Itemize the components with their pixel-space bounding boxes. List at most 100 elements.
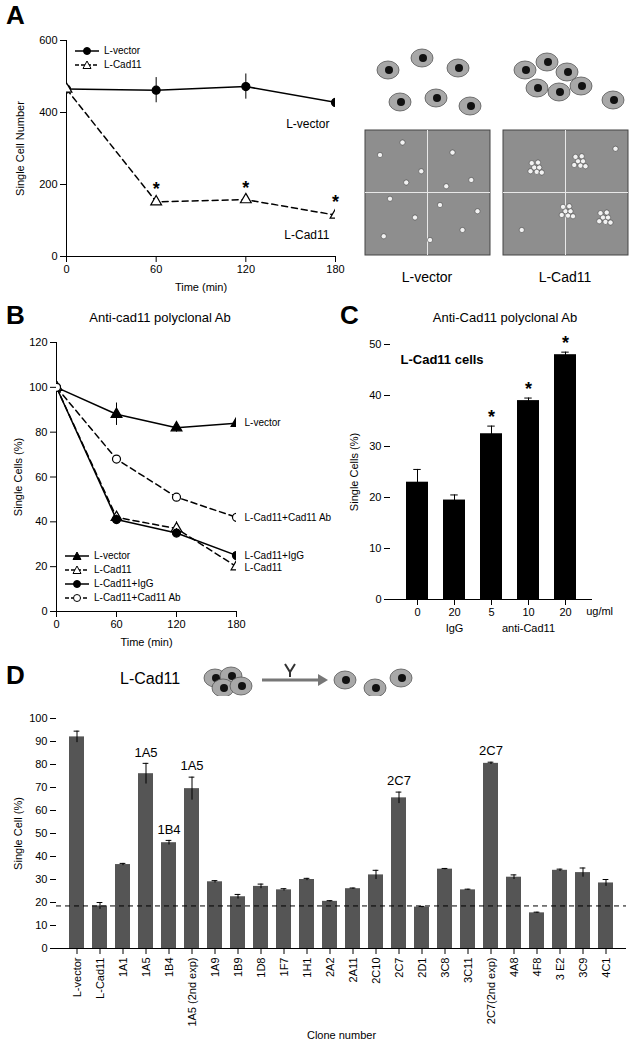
svg-text:5: 5 bbox=[488, 606, 494, 618]
svg-text:100: 100 bbox=[29, 712, 47, 724]
svg-text:20: 20 bbox=[559, 606, 571, 618]
svg-text:180: 180 bbox=[326, 263, 344, 275]
svg-text:80: 80 bbox=[35, 426, 47, 438]
svg-text:2C7: 2C7 bbox=[387, 773, 411, 788]
svg-text:60: 60 bbox=[35, 471, 47, 483]
svg-text:Single Cells (%): Single Cells (%) bbox=[348, 433, 360, 511]
svg-text:ug/ml: ug/ml bbox=[586, 605, 613, 617]
svg-text:90: 90 bbox=[35, 735, 47, 747]
svg-text:2C7: 2C7 bbox=[393, 958, 405, 978]
svg-text:1F7: 1F7 bbox=[278, 958, 290, 977]
svg-text:3C11: 3C11 bbox=[462, 958, 474, 983]
svg-text:0: 0 bbox=[51, 250, 57, 262]
svg-text:40: 40 bbox=[369, 389, 381, 401]
svg-text:L-Cad11: L-Cad11 bbox=[120, 670, 180, 687]
svg-text:10: 10 bbox=[522, 606, 534, 618]
svg-text:60: 60 bbox=[35, 804, 47, 816]
svg-text:0: 0 bbox=[63, 263, 69, 275]
svg-text:10: 10 bbox=[35, 919, 47, 931]
svg-text:*: * bbox=[562, 333, 569, 353]
svg-text:120: 120 bbox=[29, 336, 47, 348]
svg-text:1A9: 1A9 bbox=[209, 958, 221, 978]
svg-text:*: * bbox=[332, 192, 339, 212]
svg-text:4F8: 4F8 bbox=[531, 958, 543, 977]
svg-text:0: 0 bbox=[41, 942, 47, 954]
svg-text:1A5: 1A5 bbox=[180, 758, 203, 773]
svg-text:L-Cad11 cells: L-Cad11 cells bbox=[401, 352, 484, 367]
svg-text:Clone number: Clone number bbox=[307, 1029, 376, 1041]
svg-text:120: 120 bbox=[237, 263, 255, 275]
svg-text:*: * bbox=[488, 407, 495, 427]
svg-text:60: 60 bbox=[110, 618, 122, 630]
svg-text:20: 20 bbox=[35, 560, 47, 572]
svg-text:*: * bbox=[153, 179, 160, 199]
svg-text:2C7: 2C7 bbox=[479, 743, 503, 758]
svg-text:1A5 (2nd exp): 1A5 (2nd exp) bbox=[186, 958, 198, 1027]
html-text:B: B bbox=[6, 300, 25, 330]
svg-text:L-vector: L-vector bbox=[286, 117, 329, 131]
svg-text:60: 60 bbox=[150, 263, 162, 275]
svg-text:L-Cad11: L-Cad11 bbox=[245, 562, 283, 573]
svg-text:120: 120 bbox=[167, 618, 185, 630]
svg-text:40: 40 bbox=[35, 515, 47, 527]
svg-text:1A5: 1A5 bbox=[140, 958, 152, 978]
svg-text:Single Cells (%): Single Cells (%) bbox=[12, 438, 24, 516]
svg-text:600: 600 bbox=[39, 34, 57, 46]
svg-text:30: 30 bbox=[369, 440, 381, 452]
svg-text:20: 20 bbox=[369, 491, 381, 503]
svg-text:*: * bbox=[242, 178, 249, 198]
svg-text:70: 70 bbox=[35, 781, 47, 793]
svg-text:2C7(2nd exp): 2C7(2nd exp) bbox=[485, 958, 497, 1025]
svg-text:IgG: IgG bbox=[446, 622, 464, 634]
svg-text:2D1: 2D1 bbox=[416, 958, 428, 978]
svg-text:Time (min): Time (min) bbox=[120, 636, 172, 648]
svg-text:20: 20 bbox=[35, 896, 47, 908]
svg-text:Single Cell Number: Single Cell Number bbox=[14, 101, 26, 196]
svg-text:3C8: 3C8 bbox=[439, 958, 451, 978]
html-text:D: D bbox=[6, 660, 25, 690]
html-text:A: A bbox=[6, 0, 25, 30]
svg-text:100: 100 bbox=[29, 381, 47, 393]
svg-text:30: 30 bbox=[35, 873, 47, 885]
svg-text:anti-Cad11: anti-Cad11 bbox=[502, 622, 555, 634]
svg-text:L-vector: L-vector bbox=[71, 957, 83, 997]
svg-text:1B4: 1B4 bbox=[163, 958, 175, 978]
svg-text:Single Cell (%): Single Cell (%) bbox=[12, 797, 24, 870]
svg-text:0: 0 bbox=[53, 618, 59, 630]
svg-text:4A8: 4A8 bbox=[508, 958, 520, 978]
svg-text:1A1: 1A1 bbox=[117, 958, 129, 978]
svg-text:2A11: 2A11 bbox=[347, 958, 359, 983]
svg-text:10: 10 bbox=[369, 542, 381, 554]
svg-text:L-vector: L-vector bbox=[402, 269, 453, 285]
svg-text:L-Cad11+IgG: L-Cad11+IgG bbox=[245, 550, 305, 561]
svg-text:400: 400 bbox=[39, 106, 57, 118]
svg-text:0: 0 bbox=[414, 606, 420, 618]
svg-text:0: 0 bbox=[375, 593, 381, 605]
svg-text:1D8: 1D8 bbox=[255, 958, 267, 978]
svg-text:1A5: 1A5 bbox=[134, 745, 157, 760]
svg-text:4C1: 4C1 bbox=[600, 958, 612, 978]
svg-text:20: 20 bbox=[448, 606, 460, 618]
svg-text:L-Cad11: L-Cad11 bbox=[539, 269, 592, 285]
svg-text:L-Cad11: L-Cad11 bbox=[94, 958, 106, 999]
svg-text:3C9: 3C9 bbox=[577, 958, 589, 978]
html-text:C: C bbox=[340, 300, 359, 330]
svg-text:L-vector: L-vector bbox=[245, 417, 282, 428]
svg-text:*: * bbox=[525, 379, 532, 399]
svg-text:1H1: 1H1 bbox=[301, 958, 313, 978]
svg-text:200: 200 bbox=[39, 178, 57, 190]
svg-text:3 E2: 3 E2 bbox=[554, 958, 566, 981]
svg-text:50: 50 bbox=[369, 338, 381, 350]
svg-text:Time (min): Time (min) bbox=[175, 281, 227, 293]
svg-text:50: 50 bbox=[35, 827, 47, 839]
svg-text:2C10: 2C10 bbox=[370, 958, 382, 984]
svg-text:2A2: 2A2 bbox=[324, 958, 336, 978]
svg-text:L-Cad11+Cad11 Ab: L-Cad11+Cad11 Ab bbox=[245, 512, 332, 523]
svg-text:180: 180 bbox=[227, 618, 245, 630]
svg-text:40: 40 bbox=[35, 850, 47, 862]
svg-text:L-Cad11: L-Cad11 bbox=[284, 228, 329, 242]
svg-text:80: 80 bbox=[35, 758, 47, 770]
svg-text:1B4: 1B4 bbox=[157, 822, 180, 837]
svg-text:1B9: 1B9 bbox=[232, 958, 244, 978]
svg-text:0: 0 bbox=[41, 605, 47, 617]
